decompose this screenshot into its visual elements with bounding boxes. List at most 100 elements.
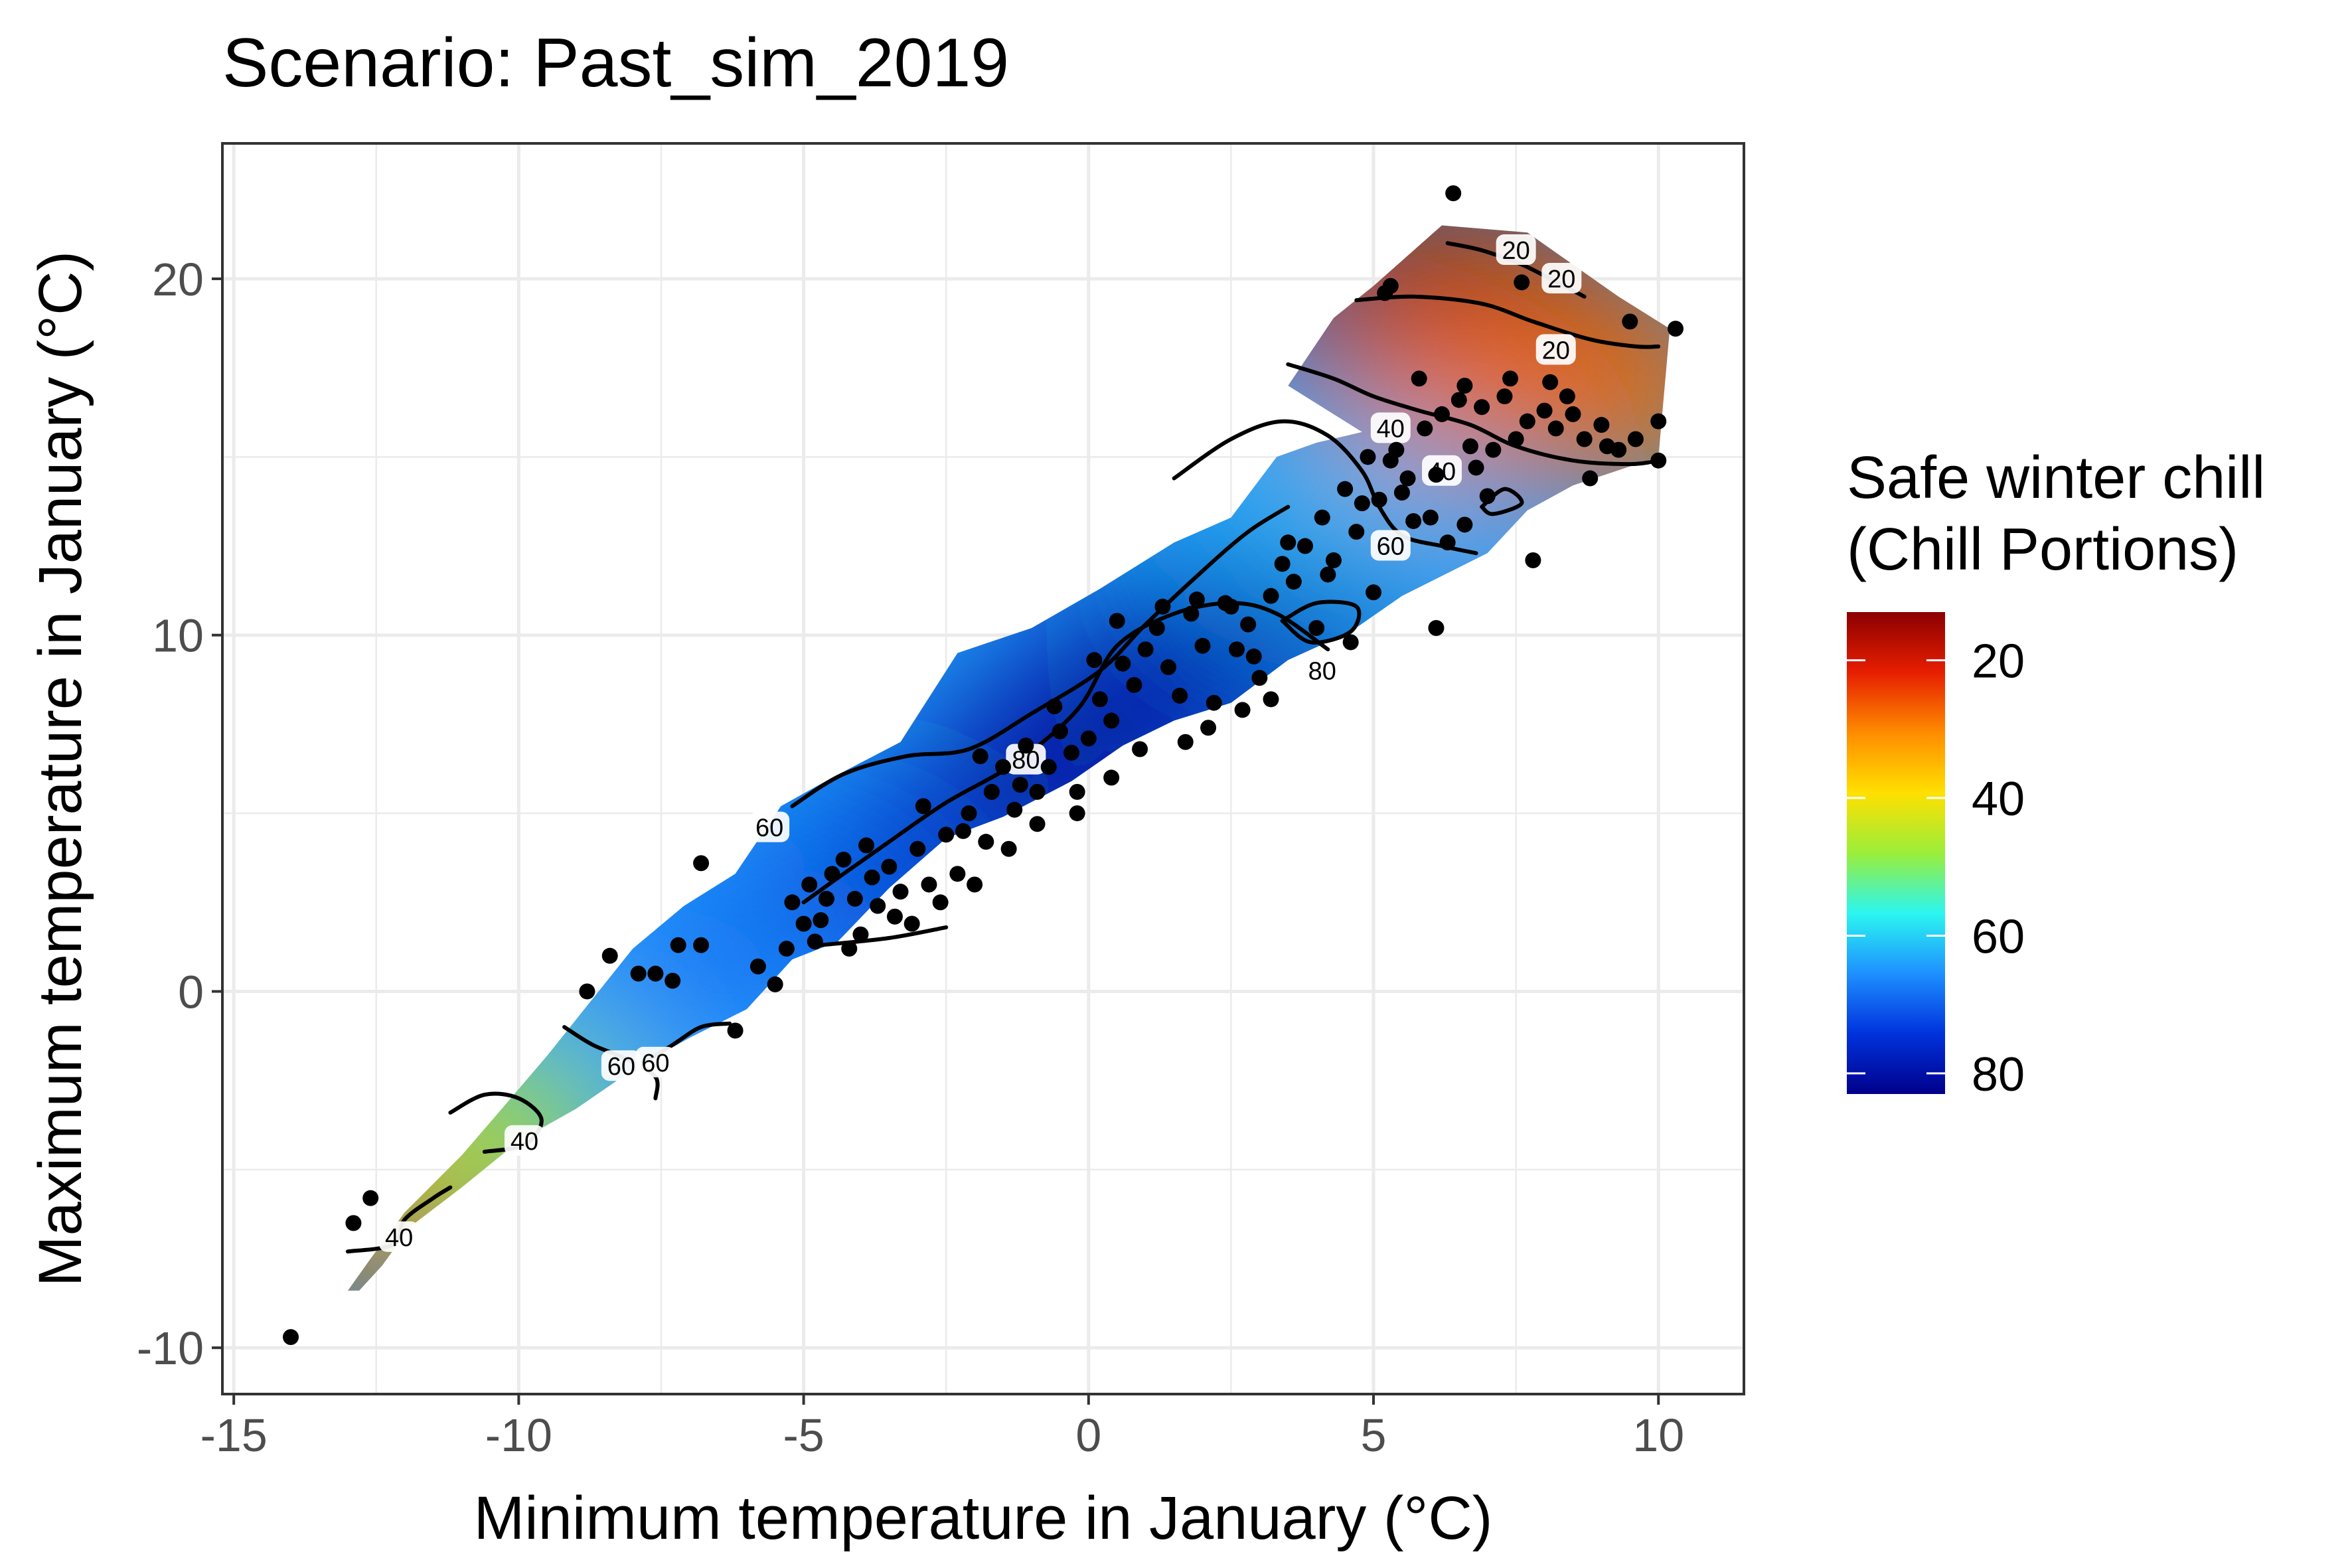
observation-point xyxy=(1320,566,1336,583)
contour-label: 20 xyxy=(1502,237,1529,265)
observation-point xyxy=(1126,676,1142,693)
observation-point xyxy=(1622,313,1638,330)
observation-point xyxy=(1103,769,1120,786)
observation-point xyxy=(1485,441,1502,458)
observation-point xyxy=(881,858,898,875)
contour-label: 40 xyxy=(510,1128,538,1156)
contour-line-80 xyxy=(801,601,1330,905)
contour-line-40 xyxy=(345,1185,453,1254)
observation-point xyxy=(795,915,812,932)
observation-point xyxy=(1308,619,1325,636)
observation-point xyxy=(1148,619,1165,636)
panel-border xyxy=(221,142,1745,1395)
observation-point xyxy=(1417,420,1433,437)
observation-point xyxy=(1366,584,1382,601)
observation-point xyxy=(1200,720,1217,736)
chill-gradient-spot xyxy=(353,1042,627,1225)
observation-point xyxy=(1091,691,1108,708)
observation-point xyxy=(1314,509,1330,526)
observation-point xyxy=(1456,516,1473,533)
observation-point xyxy=(1450,392,1467,408)
observation-point xyxy=(283,1329,299,1346)
contour-label: 60 xyxy=(1377,533,1405,561)
observation-point xyxy=(983,783,1000,800)
observation-point xyxy=(858,837,875,854)
observation-point xyxy=(1229,641,1245,658)
observation-point xyxy=(1206,694,1222,711)
contour-label-bg xyxy=(1370,530,1411,561)
contour-line-80 xyxy=(819,925,949,947)
observation-point xyxy=(1405,512,1422,529)
x-tick-label: 0 xyxy=(1075,1409,1101,1461)
observation-point xyxy=(846,890,863,907)
legend: Safe winter chill (Chill Portions) 20 40 6… xyxy=(1847,445,2265,1101)
observation-point xyxy=(886,908,903,925)
legend-title-line2: (Chill Portions) xyxy=(1847,516,2238,583)
observation-point xyxy=(1536,402,1553,419)
contour-label-bg xyxy=(635,1046,676,1077)
observation-points xyxy=(283,185,1684,1346)
contour-label-bg xyxy=(1370,412,1411,443)
x-tick-label: 10 xyxy=(1632,1409,1684,1461)
observation-point xyxy=(1194,637,1211,654)
legend-colorbar xyxy=(1847,612,1945,1094)
observation-point xyxy=(1428,467,1445,483)
contour-label: 20 xyxy=(1547,266,1575,293)
observation-point xyxy=(1542,374,1559,390)
contour-label: 80 xyxy=(1308,657,1336,685)
observation-point xyxy=(647,965,664,982)
legend-tick-label: 80 xyxy=(1972,1048,2025,1101)
y-tick-label: 0 xyxy=(178,966,204,1018)
legend-tick-label: 60 xyxy=(1972,910,2025,963)
observation-point xyxy=(1559,388,1575,405)
observation-point xyxy=(1177,734,1194,750)
y-tick-label: 10 xyxy=(152,610,204,662)
observation-point xyxy=(1496,388,1513,405)
observation-point xyxy=(1188,591,1205,608)
contour-label-bg xyxy=(1006,744,1046,775)
observation-point xyxy=(807,933,823,950)
observation-point xyxy=(841,941,858,957)
y-tick-label: -10 xyxy=(137,1322,204,1374)
chill-gradient-spot xyxy=(581,864,855,1048)
observation-point xyxy=(909,840,926,857)
observation-point xyxy=(1388,441,1405,458)
observation-point xyxy=(778,941,795,957)
observation-point xyxy=(870,898,886,914)
observation-point xyxy=(1474,399,1490,416)
observation-point xyxy=(1462,438,1478,455)
observation-point xyxy=(345,1215,362,1231)
observation-point xyxy=(972,748,988,765)
observation-point xyxy=(938,826,955,843)
x-tick-label: -5 xyxy=(783,1409,824,1461)
observation-point xyxy=(1514,274,1530,291)
observation-point xyxy=(1565,406,1581,422)
observation-point xyxy=(801,876,818,893)
observation-point xyxy=(1069,805,1085,822)
observation-point xyxy=(1399,470,1416,487)
contour-label-bg xyxy=(1535,334,1576,365)
observation-point xyxy=(1029,816,1046,832)
observation-point xyxy=(693,855,710,872)
observation-point xyxy=(1667,321,1684,337)
observation-point xyxy=(1627,431,1644,447)
observation-point xyxy=(835,851,852,868)
observation-point xyxy=(1012,777,1028,793)
observation-point xyxy=(1263,588,1279,604)
contour-label: 40 xyxy=(385,1224,413,1252)
observation-point xyxy=(727,1022,744,1039)
observation-point xyxy=(1599,438,1615,455)
contour-line-80 xyxy=(1280,599,1362,645)
observation-point xyxy=(1103,712,1120,729)
observation-point xyxy=(1251,670,1268,686)
observation-point xyxy=(903,915,920,932)
y-tick-label: 20 xyxy=(152,254,204,305)
observation-point xyxy=(995,759,1012,775)
observation-point xyxy=(1508,431,1524,447)
observation-point xyxy=(978,834,994,850)
chart-title: Scenario: Past_sim_2019 xyxy=(222,25,1009,102)
observation-point xyxy=(1502,370,1519,387)
observation-point xyxy=(1468,459,1484,476)
observation-point xyxy=(921,876,937,893)
